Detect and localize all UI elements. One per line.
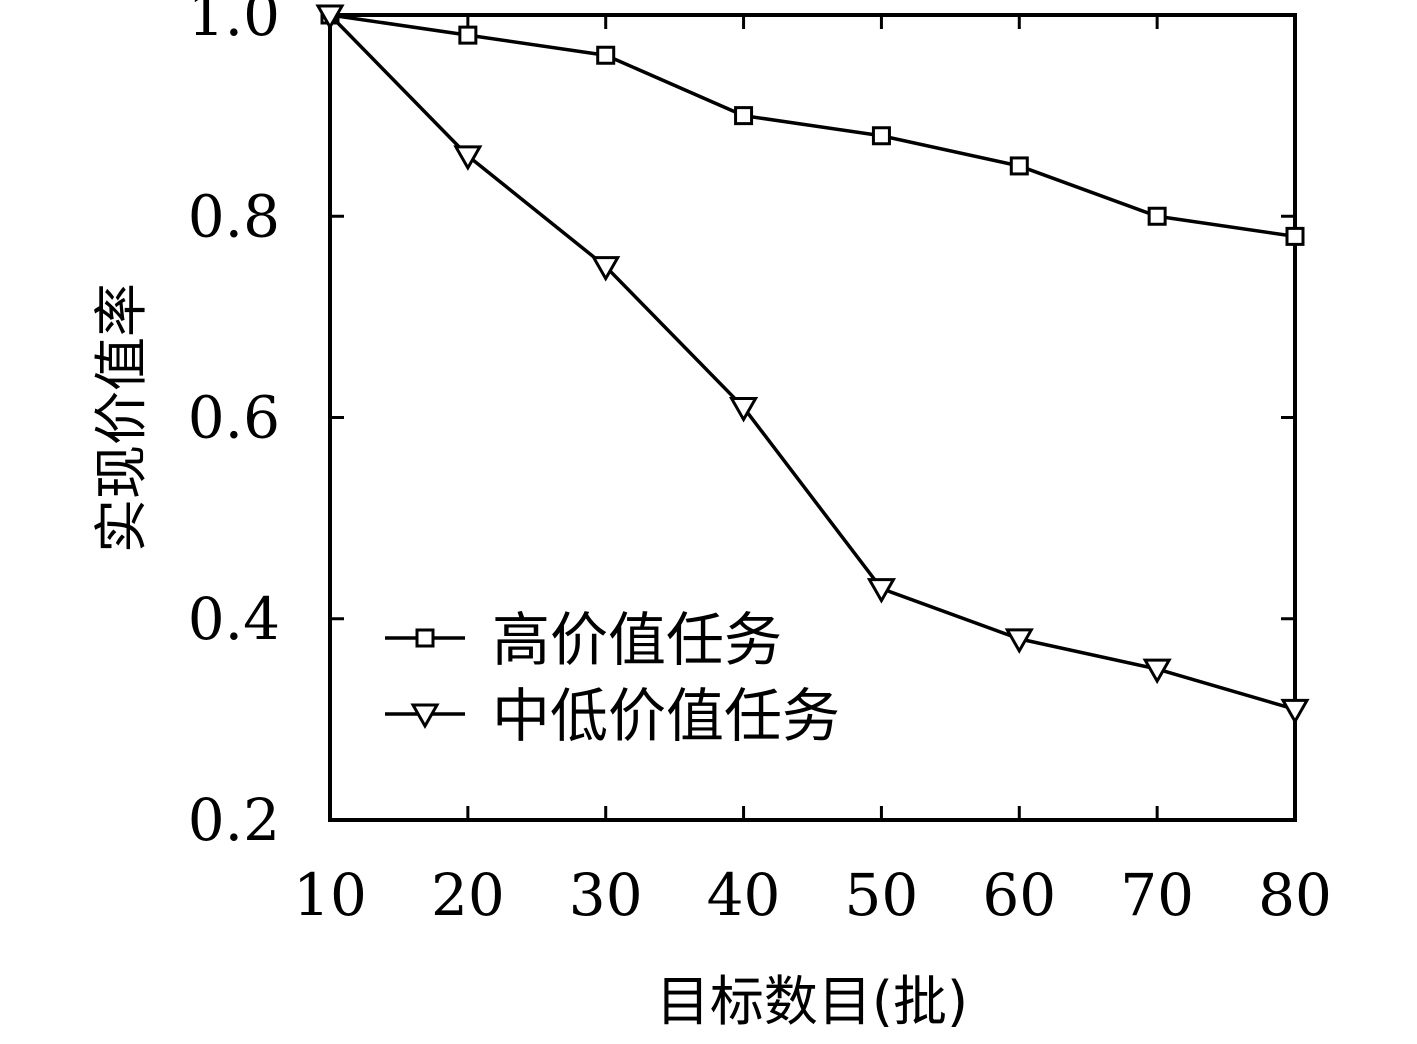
data-point-marker (1285, 226, 1305, 246)
x-tick-label: 30 (569, 861, 643, 929)
data-point-marker (728, 396, 759, 423)
y-axis-title: 实现价值率 (90, 283, 153, 553)
data-point-marker (591, 256, 621, 282)
data-point-marker (1280, 698, 1310, 725)
data-point-marker (1009, 156, 1029, 176)
x-axis-title: 目标数目(批) (656, 970, 968, 1033)
y-axis-tick-labels: 0.2 0.4 0.6 0.8 1.0 (188, 0, 280, 854)
legend-label: 中低价值任务 (492, 682, 840, 750)
data-point-marker (871, 126, 891, 146)
data-point-marker (596, 45, 616, 65)
x-tick-label: 80 (1258, 861, 1332, 929)
legend-marker (410, 703, 440, 730)
x-tick-label: 50 (845, 861, 919, 929)
legend-entry: 高价值任务 (385, 606, 782, 674)
y-tick-label: 0.2 (188, 786, 280, 854)
y-tick-label: 0.6 (188, 384, 280, 452)
data-point-marker (866, 578, 897, 604)
x-tick-label: 40 (707, 861, 781, 929)
y-tick-label: 1.0 (188, 0, 280, 49)
series-2 (315, 4, 1310, 725)
x-tick-label: 70 (1120, 861, 1194, 929)
data-point-marker (734, 106, 754, 126)
x-axis-tick-labels: 10 20 30 40 50 60 70 80 (293, 861, 1332, 929)
legend-label: 高价值任务 (492, 606, 782, 674)
data-point-marker (1004, 628, 1034, 654)
data-point-marker (1147, 206, 1167, 226)
legend-entry: 中低价值任务 (385, 682, 840, 750)
data-point-marker (453, 145, 483, 171)
legend-marker (415, 628, 435, 648)
data-point-marker (315, 4, 345, 31)
series-line (328, 13, 1296, 711)
x-tick-label: 60 (982, 861, 1056, 929)
data-point-marker (458, 25, 478, 45)
series-1 (320, 5, 1305, 246)
x-tick-label: 10 (293, 861, 367, 929)
y-tick-label: 0.8 (188, 182, 280, 250)
x-tick-label: 20 (431, 861, 505, 929)
series-line (329, 13, 1296, 239)
data-point-marker (1142, 658, 1172, 685)
series-layer (315, 4, 1310, 725)
y-tick-label: 0.4 (188, 585, 280, 653)
